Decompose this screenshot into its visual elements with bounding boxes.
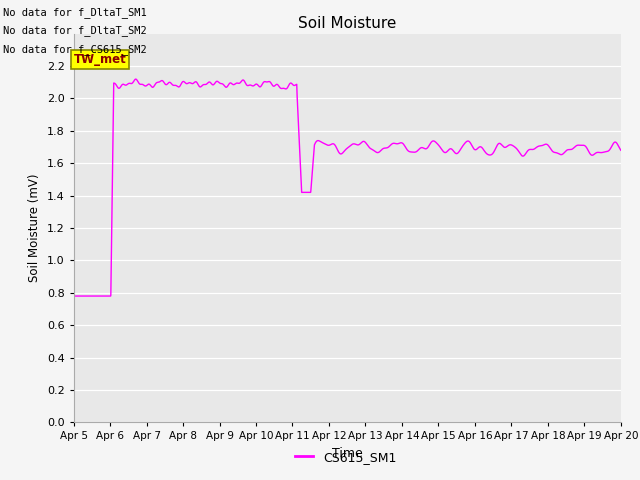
X-axis label: Time: Time xyxy=(332,447,363,460)
Text: No data for f_DltaT_SM1: No data for f_DltaT_SM1 xyxy=(3,7,147,18)
Y-axis label: Soil Moisture (mV): Soil Moisture (mV) xyxy=(28,174,41,282)
Text: No data for f_DltaT_SM2: No data for f_DltaT_SM2 xyxy=(3,25,147,36)
Title: Soil Moisture: Soil Moisture xyxy=(298,16,396,31)
Text: No data for f_CS615_SM2: No data for f_CS615_SM2 xyxy=(3,44,147,55)
Legend: CS615_SM1: CS615_SM1 xyxy=(289,446,402,469)
Text: TW_met: TW_met xyxy=(74,53,126,66)
